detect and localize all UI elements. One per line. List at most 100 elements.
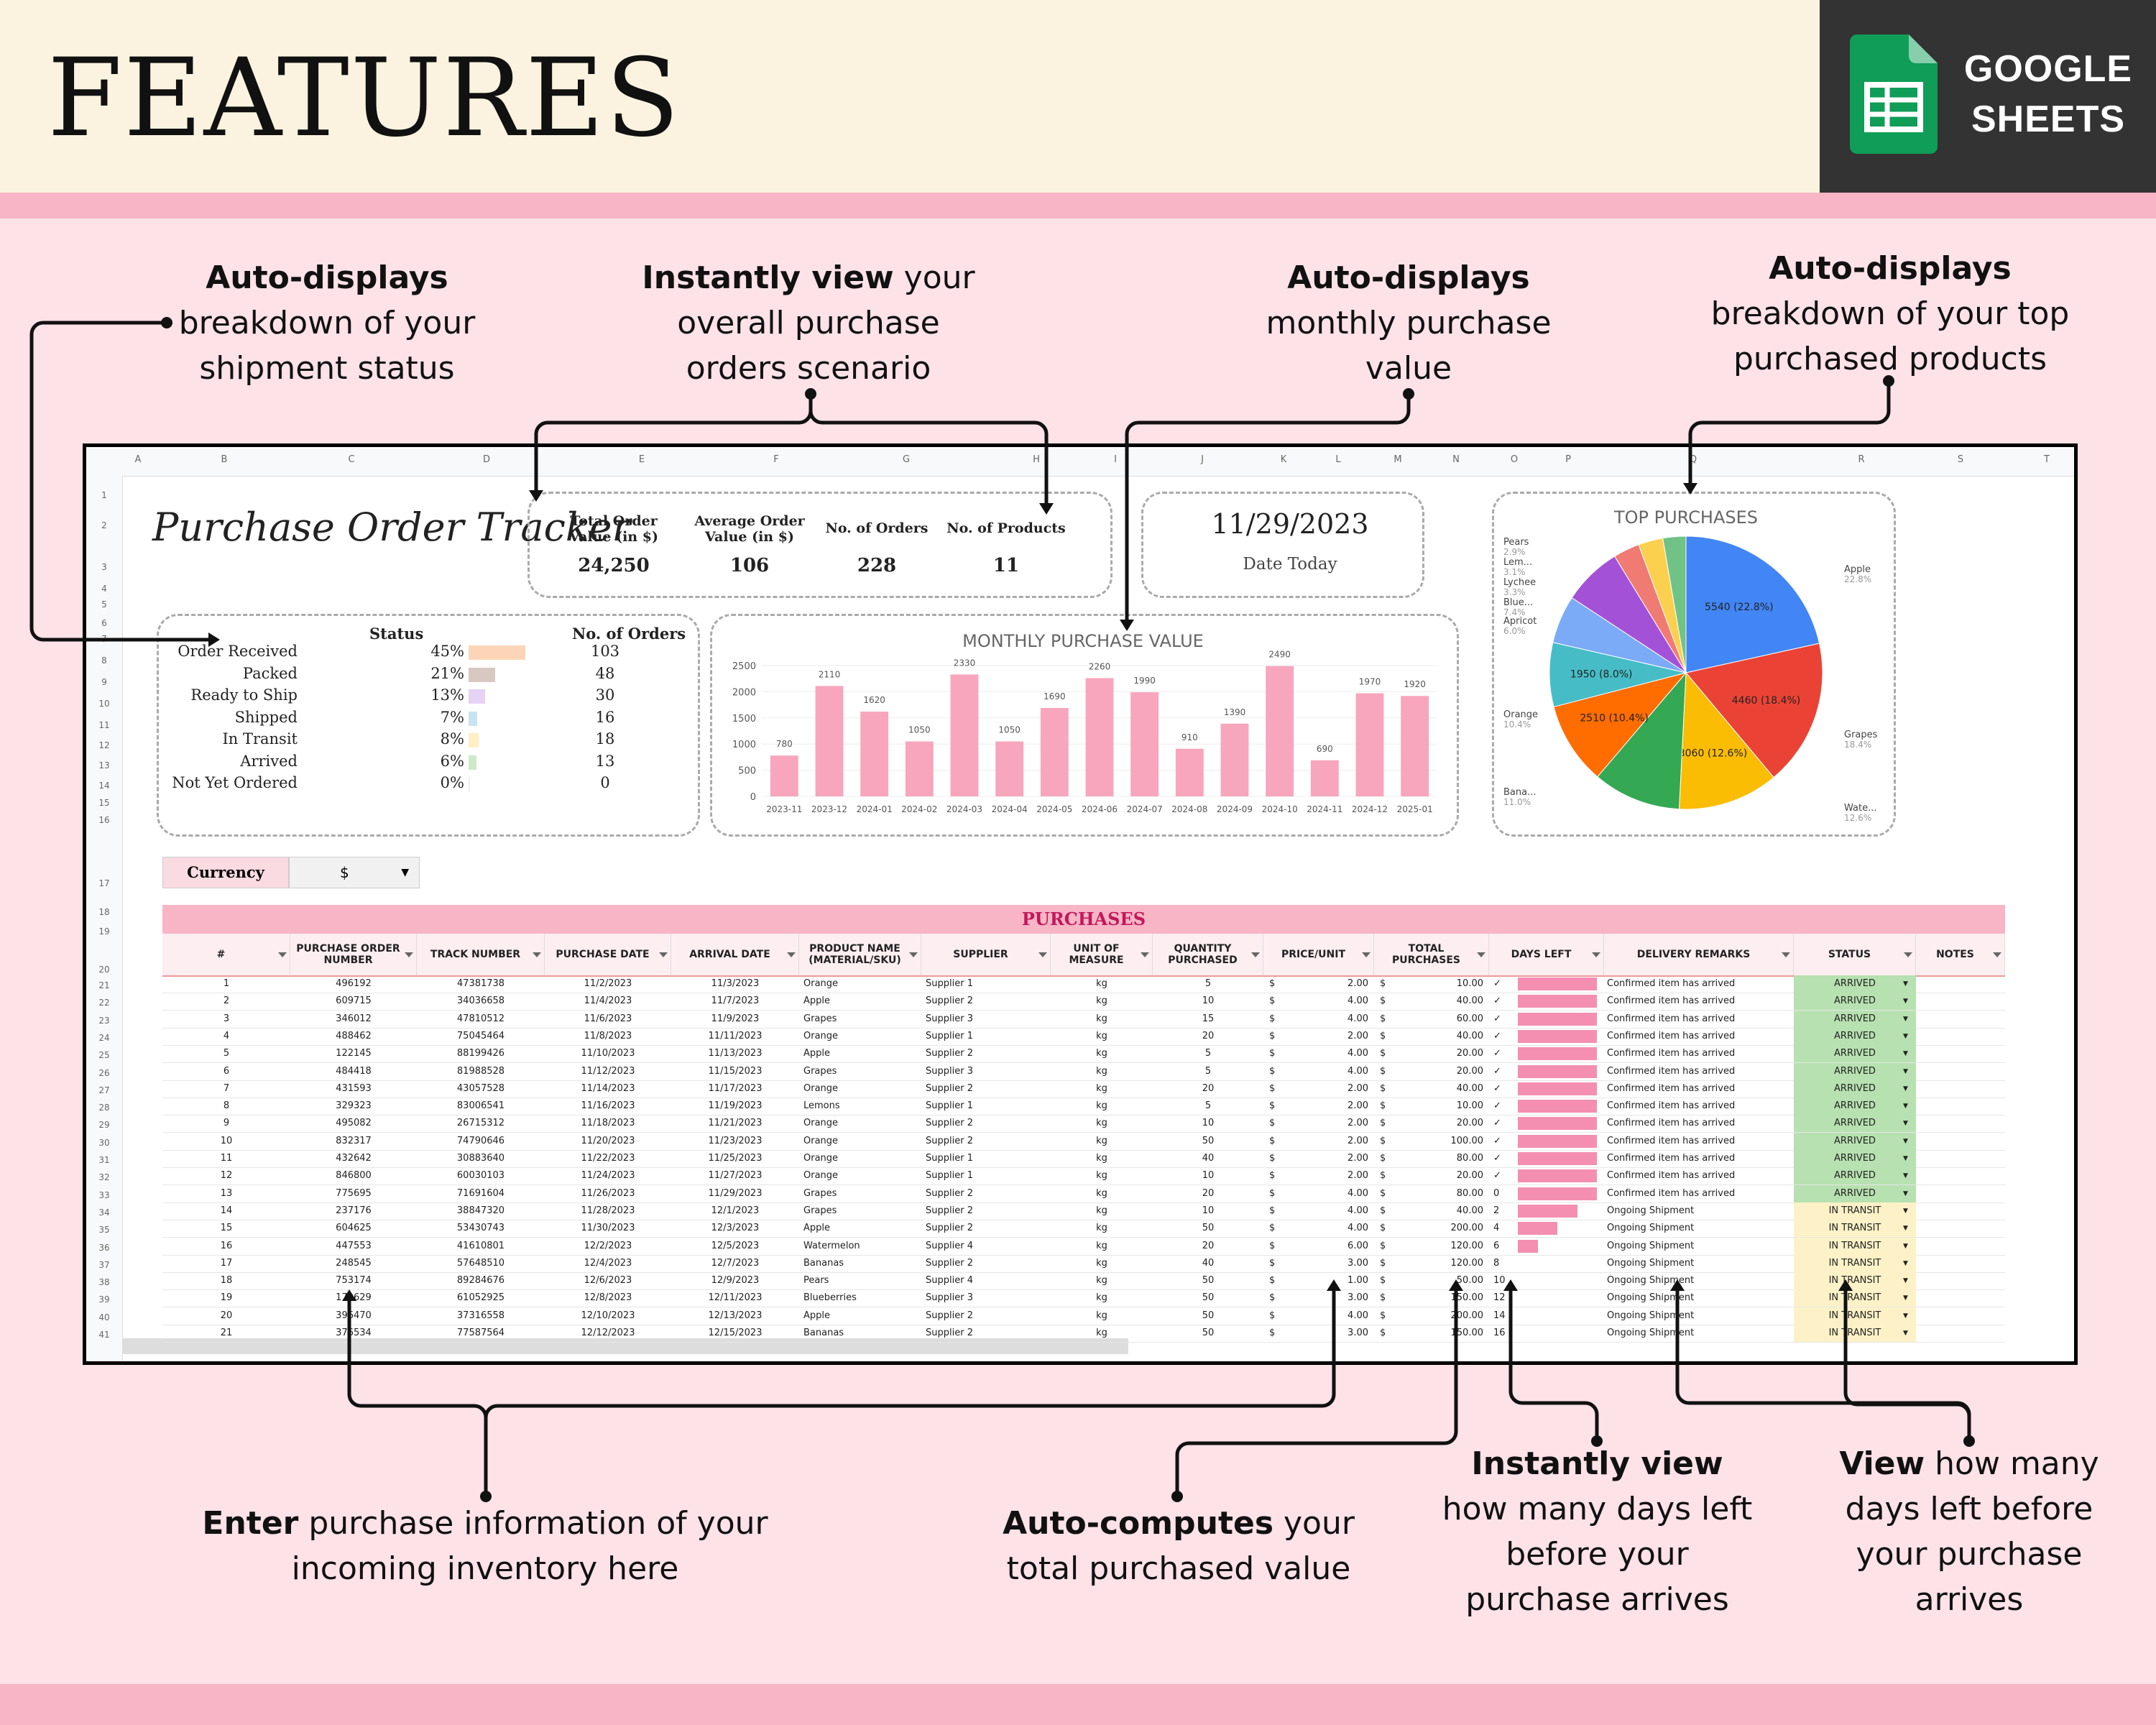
status-cell[interactable]: IN TRANSIT xyxy=(1794,1289,1916,1307)
arrival-date-cell: 11/29/2023 xyxy=(708,1187,763,1199)
status-cell[interactable]: IN TRANSIT xyxy=(1794,1254,1916,1272)
total-cell: 120.00 xyxy=(1450,1240,1484,1251)
row-number: 11 xyxy=(98,720,110,730)
table-row[interactable]: 9 495082 26715312 11/18/2023 11/21/2023 Orang… xyxy=(162,1115,2005,1133)
table-header-cell[interactable]: SUPPLIER xyxy=(921,934,1051,975)
status-cell[interactable]: ARRIVED xyxy=(1794,1167,1916,1185)
pie-slice xyxy=(1553,672,1687,778)
status-cell[interactable]: ARRIVED xyxy=(1794,1184,1916,1202)
table-header-cell[interactable]: TRACK NUMBER xyxy=(417,934,545,975)
status-cell[interactable]: ARRIVED xyxy=(1794,975,1916,993)
table-header-cell[interactable]: TOTAL PURCHASES xyxy=(1374,934,1489,975)
table-row[interactable]: 21 376534 77587564 12/12/2023 12/15/2023 Bana… xyxy=(162,1325,2005,1343)
days-left-value: ✓ xyxy=(1493,978,1501,989)
supplier-cell: Supplier 1 xyxy=(926,1153,973,1164)
status-cell[interactable]: ARRIVED xyxy=(1794,1062,1916,1080)
days-left-value: 4 xyxy=(1493,1223,1500,1234)
row-number-cell: 13 xyxy=(220,1187,233,1199)
status-cell[interactable]: ARRIVED xyxy=(1794,1132,1916,1150)
days-left-value: 0 xyxy=(1493,1187,1500,1199)
delivery-remarks-cell: Confirmed item has arrived xyxy=(1607,978,1736,989)
row-number-cell: 10 xyxy=(220,1135,233,1146)
unit-cell: kg xyxy=(1096,978,1107,989)
status-cell[interactable]: ARRIVED xyxy=(1794,1045,1916,1063)
table-row[interactable]: 191796296105292512/8/202312/11/2023Blueb… xyxy=(162,1289,2005,1308)
status-cell[interactable]: ARRIVED xyxy=(1794,993,1916,1011)
table-row[interactable]: 15 604625 53430743 11/30/2023 12/3/2023 Apple… xyxy=(162,1220,2005,1238)
table-header-cell[interactable]: PRICE/UNIT xyxy=(1263,934,1374,975)
table-row[interactable]: 10 832317 74790646 11/20/2023 11/23/2023 Oran… xyxy=(162,1132,2005,1151)
purchase-date-cell: 11/18/2023 xyxy=(581,1118,635,1129)
unit-cell: kg xyxy=(1096,1170,1107,1182)
status-cell[interactable]: IN TRANSIT xyxy=(1794,1272,1916,1290)
table-row[interactable]: 16 447553 41610801 12/2/2023 12/5/2023 Waterm… xyxy=(162,1237,2005,1256)
chevron-down-icon: ▼ xyxy=(1903,1032,1908,1040)
table-header-cell[interactable]: STATUS xyxy=(1794,934,1916,975)
chevron-down-icon: ▼ xyxy=(1903,1050,1908,1058)
status-cell[interactable]: ARRIVED xyxy=(1794,1027,1916,1045)
table-header-cell[interactable]: PRODUCT NAME (MATERIAL/SKU) xyxy=(799,934,921,975)
table-header-cell[interactable]: UNIT OF MEASURE xyxy=(1051,934,1153,975)
status-cell[interactable]: ARRIVED xyxy=(1794,1150,1916,1167)
row-number: 23 xyxy=(98,1015,110,1026)
quantity-cell: 5 xyxy=(1204,1065,1212,1077)
quantity-cell: 10 xyxy=(1202,1205,1215,1216)
quantity-cell: 5 xyxy=(1204,1048,1212,1059)
status-cell[interactable]: ARRIVED xyxy=(1794,1115,1916,1133)
table-header-cell[interactable]: NOTES xyxy=(1916,934,2005,975)
row-number: 27 xyxy=(98,1085,110,1095)
status-cell[interactable]: IN TRANSIT xyxy=(1794,1237,1916,1255)
tracker-title: Purchase Order Tracker xyxy=(152,505,631,550)
track-number-cell: 26715312 xyxy=(456,1118,505,1129)
unit-cell: kg xyxy=(1096,1013,1107,1024)
pie-legend-percent: 18.4% xyxy=(1844,740,1871,750)
x-tick-label: 2024-03 xyxy=(946,804,982,814)
days-left-value: ✓ xyxy=(1493,1118,1501,1129)
top-purchases-chart: TOP PURCHASES 5540 (22.8%) 4460 (18.4%) 306… xyxy=(1503,507,1878,823)
status-cell[interactable]: IN TRANSIT xyxy=(1794,1202,1916,1220)
table-row[interactable]: 13 775695 71691604 11/26/2023 11/29/2023 Grap… xyxy=(162,1184,2005,1203)
status-header: Status xyxy=(369,625,424,643)
status-cell[interactable]: IN TRANSIT xyxy=(1794,1325,1916,1342)
table-row[interactable]: 8 329323 83006541 11/16/2023 11/19/2023 Lemon… xyxy=(162,1098,2005,1116)
status-bar xyxy=(469,645,525,660)
table-row[interactable]: 12 846800 60030103 11/24/2023 11/27/2023 Oran… xyxy=(162,1167,2005,1186)
product-name-cell: Apple xyxy=(803,995,831,1007)
table-header-cell[interactable]: DELIVERY REMARKS xyxy=(1604,934,1794,975)
table-row[interactable]: 7 431593 43057528 11/14/2023 11/17/2023 Orang… xyxy=(162,1080,2005,1098)
row-number-cell: 15 xyxy=(220,1223,233,1234)
status-cell[interactable]: IN TRANSIT xyxy=(1794,1220,1916,1238)
table-row[interactable]: 3 346012 47810512 11/6/2023 11/9/2023 Grapes S… xyxy=(162,1010,2005,1029)
divider-band xyxy=(0,193,2156,218)
table-row[interactable]: 5 122145 88199426 11/10/2023 11/13/2023 Apple… xyxy=(162,1045,2005,1064)
quantity-cell: 50 xyxy=(1202,1223,1215,1234)
table-row[interactable]: 20 396470 37316558 12/10/2023 12/13/2023 Appl… xyxy=(162,1307,2005,1325)
table-row[interactable]: 6 484418 81988528 11/12/2023 11/15/2023 Grape… xyxy=(162,1062,2005,1081)
table-header-cell[interactable]: PURCHASE ORDER NUMBER xyxy=(290,934,417,975)
table-row[interactable]: 17 248545 57648510 12/4/2023 12/7/2023 Banana… xyxy=(162,1254,2005,1273)
table-header-cell[interactable]: QUANTITY PURCHASED xyxy=(1153,934,1263,975)
table-row[interactable]: 4 488462 75045464 11/8/2023 11/11/2023 Orange… xyxy=(162,1027,2005,1046)
quantity-cell: 10 xyxy=(1202,1170,1215,1182)
quantity-cell: 20 xyxy=(1202,1240,1215,1251)
days-left-value: ✓ xyxy=(1493,1135,1501,1146)
status-cell[interactable]: ARRIVED xyxy=(1794,1010,1916,1028)
total-dollar-sign: $ xyxy=(1380,978,1386,989)
table-row[interactable]: 11 432642 30883640 11/22/2023 11/25/2023 Oran… xyxy=(162,1150,2005,1168)
table-header-cell[interactable]: PURCHASE DATE xyxy=(545,934,671,975)
track-number-cell: 89284676 xyxy=(456,1275,505,1287)
currency-select[interactable]: $ ▼ xyxy=(289,857,420,888)
table-row[interactable]: 2 609715 34036658 11/4/2023 11/7/2023 Apple Su… xyxy=(162,993,2005,1011)
table-row[interactable]: 14 237176 38847320 11/28/2023 12/1/2023 Grape… xyxy=(162,1202,2005,1220)
table-header-cell[interactable]: # xyxy=(162,934,290,975)
kpi-total-label: Total Order Value (in $) xyxy=(569,513,658,545)
price-cell: 2.00 xyxy=(1348,1082,1368,1094)
product-name-cell: Orange xyxy=(803,1082,839,1094)
table-header-cell[interactable]: DAYS LEFT xyxy=(1489,934,1604,975)
status-cell[interactable]: IN TRANSIT xyxy=(1794,1307,1916,1325)
status-cell[interactable]: ARRIVED xyxy=(1794,1098,1916,1116)
table-row[interactable]: 1 496192 47381738 11/2/2023 11/3/2023 Orange S… xyxy=(162,975,2005,993)
table-header-cell[interactable]: ARRIVAL DATE xyxy=(671,934,799,975)
table-row[interactable]: 18 753174 89284676 12/6/2023 12/9/2023 Pears S… xyxy=(162,1272,2005,1291)
status-cell[interactable]: ARRIVED xyxy=(1794,1080,1916,1098)
